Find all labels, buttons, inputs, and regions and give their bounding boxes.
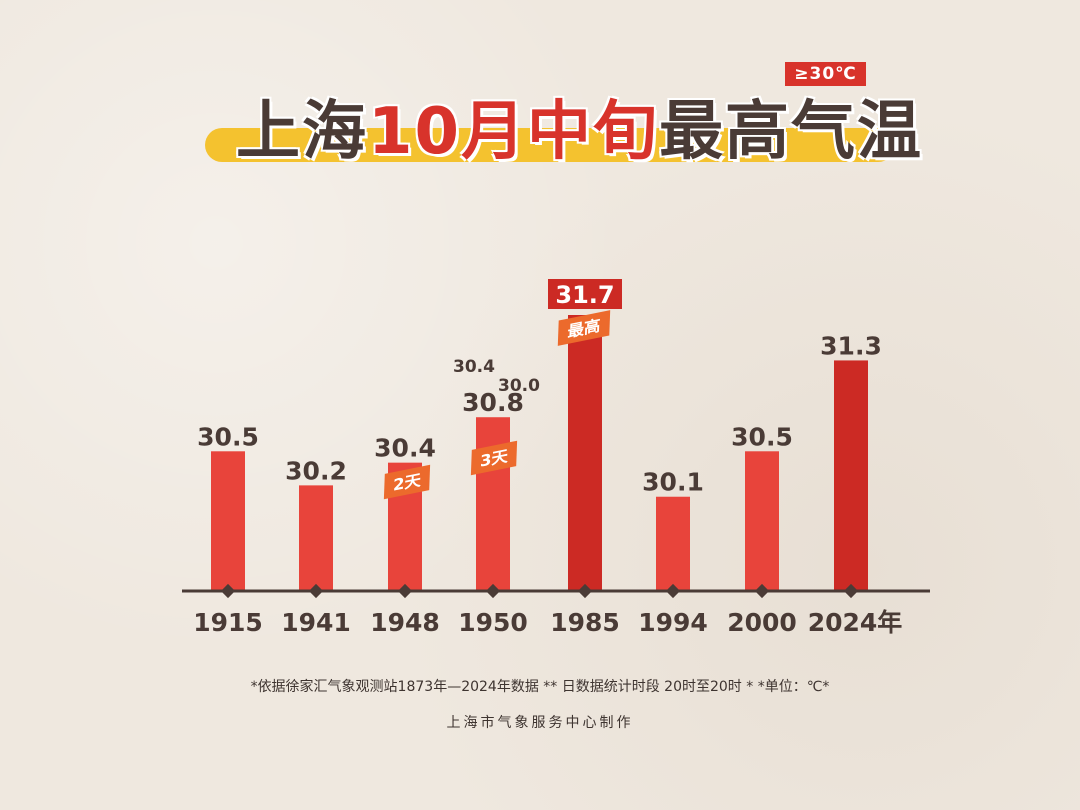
threshold-badge: ≥30℃ [785,62,866,86]
max-value-box [548,279,622,309]
value-label: 31.7 [555,281,614,309]
year-label: 1985 [550,608,620,637]
axis-tick-diamond [577,583,593,599]
title-highlight-bar [205,128,895,162]
tag-label: 3天 [470,440,518,476]
axis-tick-diamond [308,583,324,599]
title-part-metric: 最高气温 [659,95,924,169]
year-label: 1950 [458,608,528,637]
bar-chart: 30.530.230.430.831.730.130.531.330.430.0… [182,279,930,637]
bar [834,360,868,591]
value-label: 30.4 [374,434,436,463]
year-label: 1994 [638,608,708,637]
value-label: 30.2 [285,456,347,485]
year-label: 2000 [727,608,797,637]
axis-tick-diamond [397,583,413,599]
bar [299,485,333,591]
axis-tick-diamond [754,583,770,599]
value-label: 30.1 [642,468,704,497]
title-part-location: 上海 [236,95,368,169]
year-label: 2024年 [808,608,903,637]
value-label-1950-a: 30.4 [453,357,495,377]
tag-background [557,310,611,346]
bar [568,315,602,591]
value-label: 31.3 [820,331,882,360]
axis-tick-diamond [220,583,236,599]
tag-background [383,464,431,500]
title-part-period: 10月中旬 [368,95,660,169]
value-label: 30.8 [462,388,524,417]
axis-tick-diamond [843,583,859,599]
bar [656,496,690,591]
tag-background [470,440,518,476]
value-label: 30.5 [197,422,259,451]
axis-tick-diamond [485,583,501,599]
axis-tick-diamond [665,583,681,599]
bar [211,451,245,591]
tag-label: 最高 [557,310,611,346]
year-label: 1948 [370,608,440,637]
year-label: 1915 [193,608,263,637]
year-label: 1941 [281,608,351,637]
credit-line: 上海市气象服务中心制作 [446,715,634,731]
page-title: 上海10月中旬最高气温 [236,92,923,172]
bar [745,451,779,591]
value-label-1950-b: 30.0 [498,376,540,396]
value-label: 30.5 [731,422,793,451]
footnote: *依据徐家汇气象观测站1873年—2024年数据 ** 日数据统计时段 20时至… [250,679,830,695]
tag-label: 2天 [383,464,431,500]
